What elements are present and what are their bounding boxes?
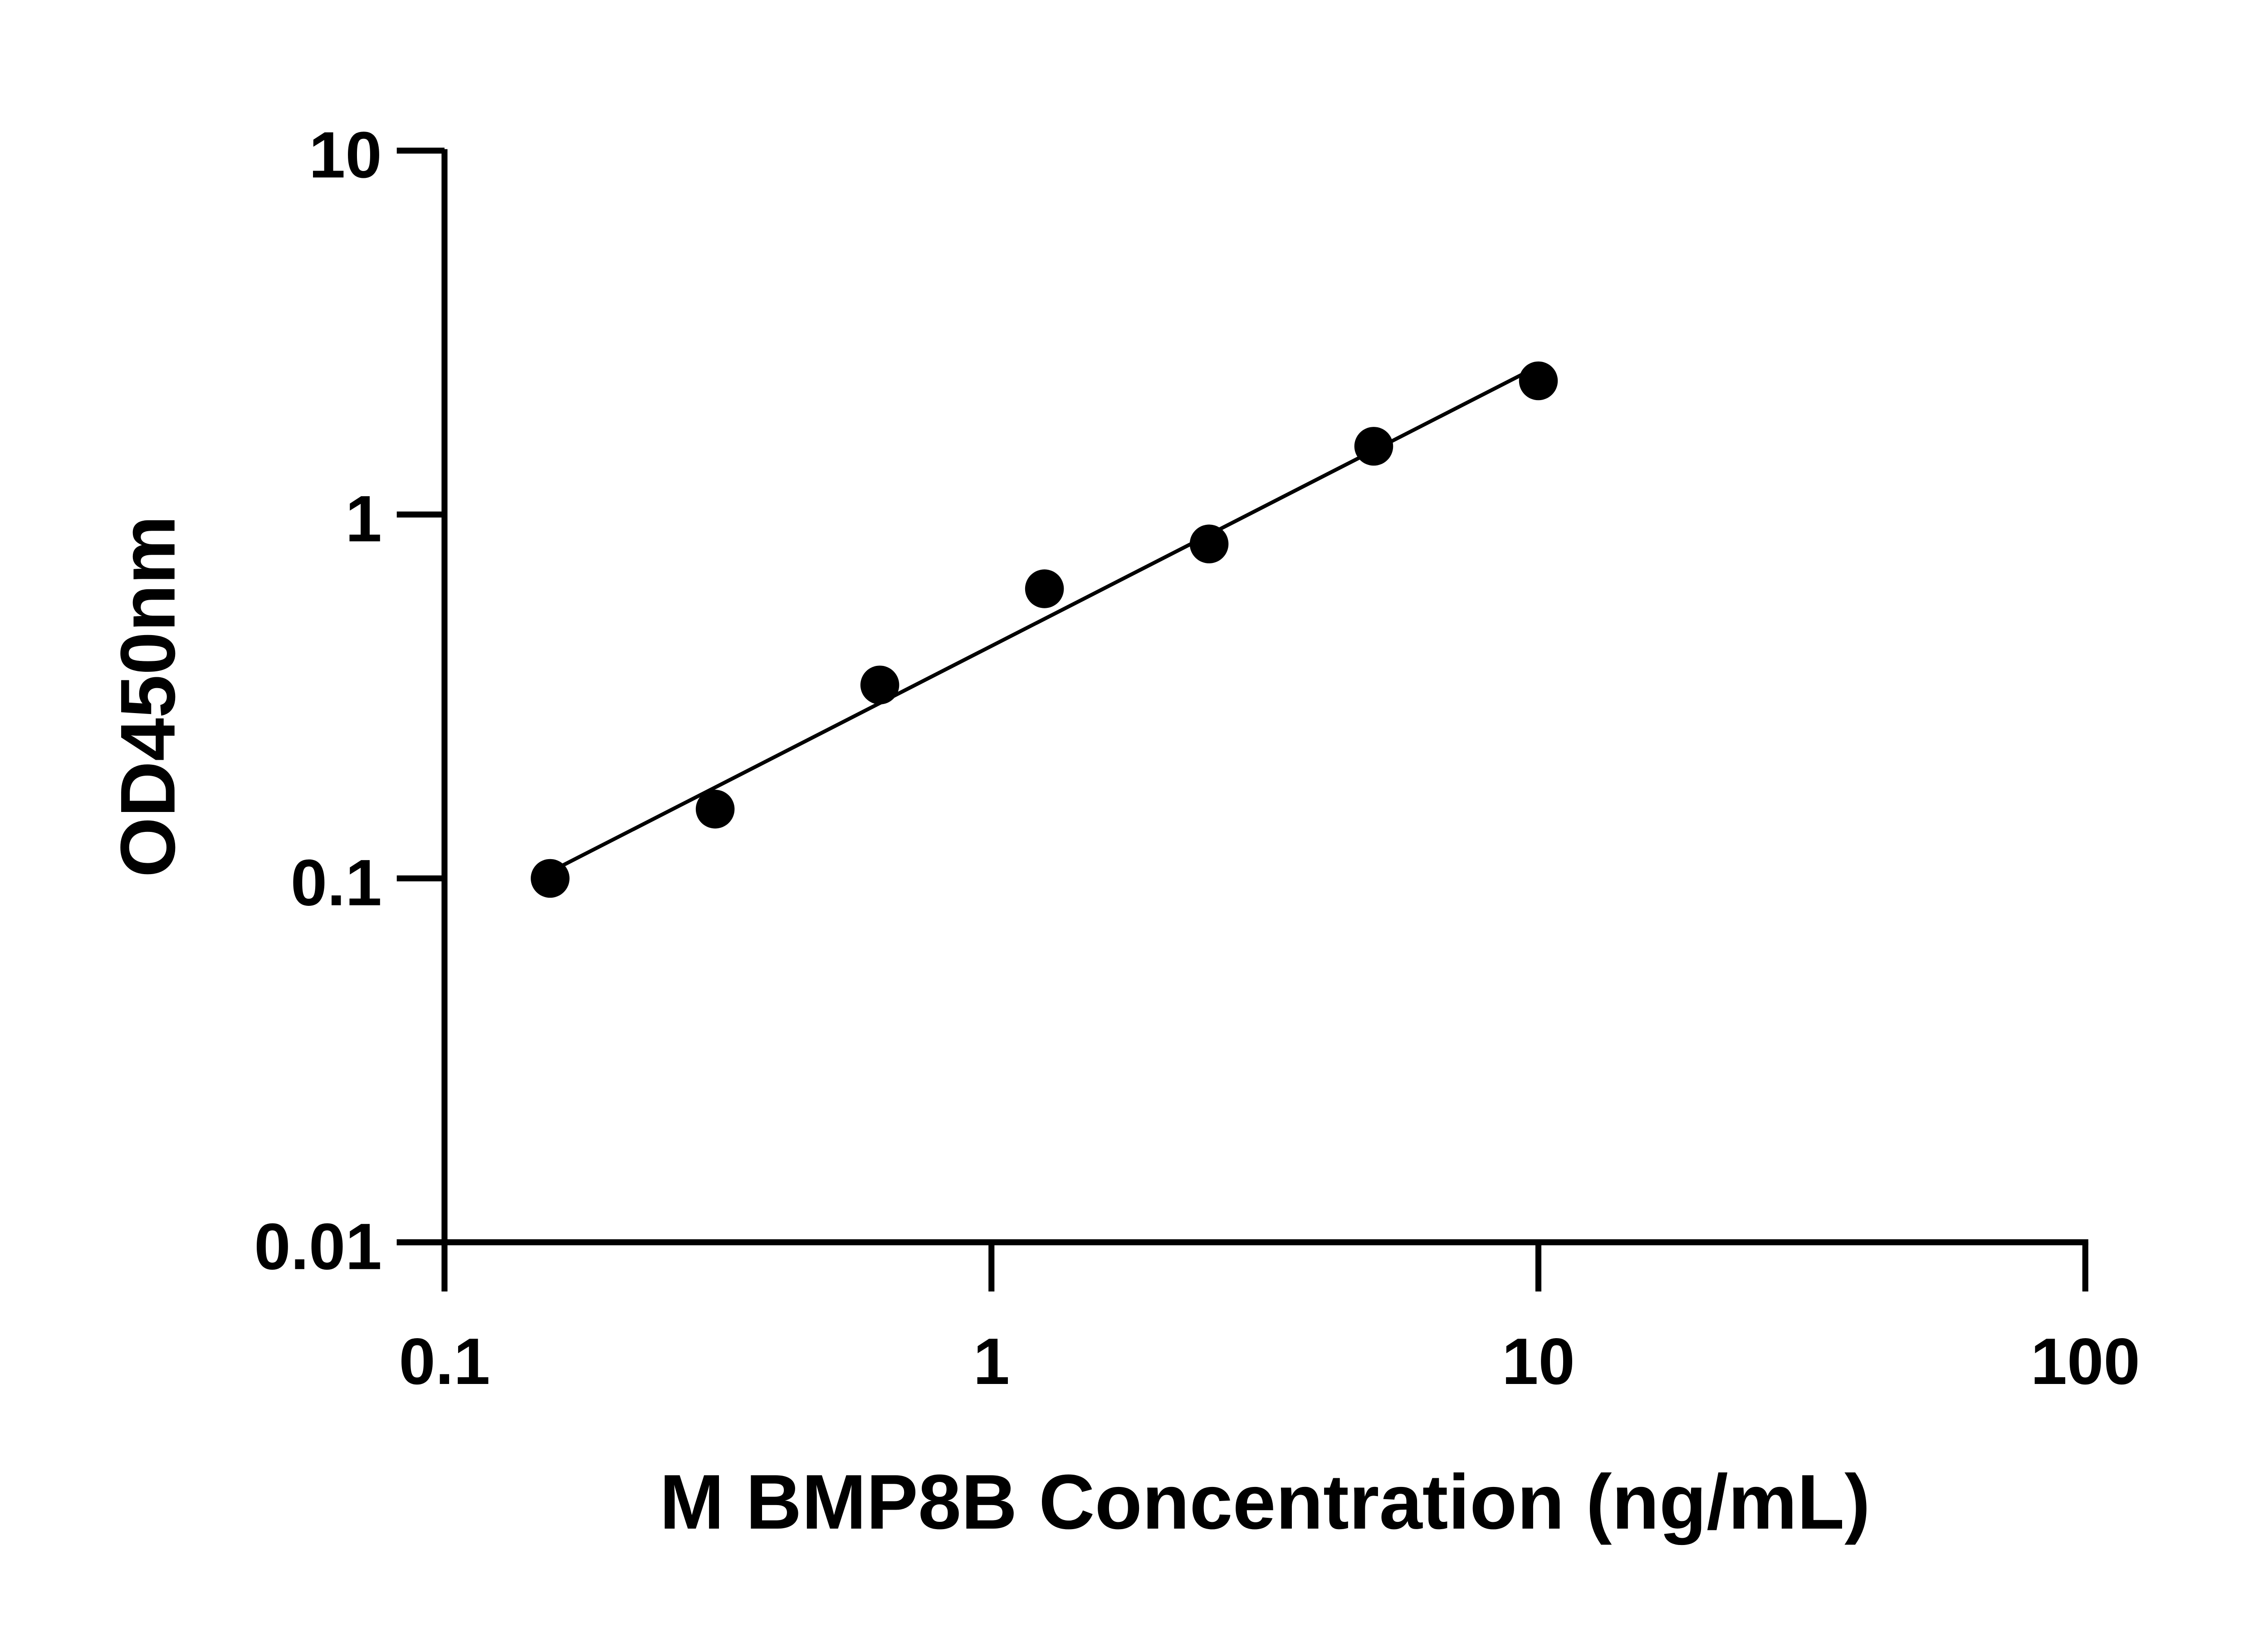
y-axis-label: OD450nm: [105, 515, 191, 877]
x-tick-label: 100: [2031, 1325, 2140, 1398]
data-point: [531, 859, 570, 898]
x-tick-label: 10: [1502, 1325, 1575, 1398]
y-tick-label: 0.01: [254, 1210, 382, 1283]
x-tick-label: 1: [973, 1325, 1009, 1398]
y-tick-label: 0.1: [291, 846, 382, 919]
data-point: [1189, 524, 1229, 563]
data-point: [860, 665, 899, 704]
axes: [396, 147, 2088, 1292]
data-point: [695, 790, 735, 829]
y-tick-label: 1: [345, 482, 381, 555]
x-axis-label: M BMP8B Concentration (ng/mL): [660, 1459, 1870, 1545]
data-point: [1025, 569, 1064, 608]
data-point: [1354, 427, 1393, 466]
data-point: [1519, 361, 1558, 401]
data-points: [531, 361, 1558, 898]
y-tick-label: 10: [309, 118, 382, 191]
x-tick-label: 0.1: [399, 1325, 490, 1398]
